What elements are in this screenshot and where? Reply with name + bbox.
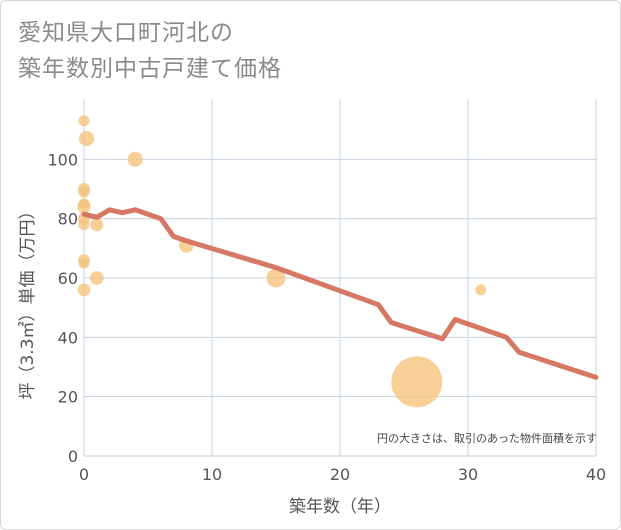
bubble-point: [266, 268, 286, 288]
y-tick-label: 100: [47, 150, 78, 169]
x-tick-label: 20: [330, 465, 350, 484]
bubble-point: [77, 200, 91, 214]
y-tick-label: 20: [58, 388, 78, 407]
bubble-series: [77, 115, 487, 408]
x-tick-label: 40: [586, 465, 606, 484]
chart-title: 愛知県大口町河北の 築年数別中古戸建て価格: [18, 15, 282, 87]
title-line-2: 築年数別中古戸建て価格: [18, 56, 282, 82]
bubble-point: [89, 271, 104, 285]
y-tick-label: 40: [58, 328, 78, 347]
y-tick-label: 0: [68, 447, 78, 466]
bubble-point: [78, 219, 90, 231]
bubble-point: [78, 257, 90, 269]
bubble-point: [77, 283, 91, 297]
x-tick-label: 10: [202, 465, 222, 484]
title-line-1: 愛知県大口町河北の: [18, 20, 234, 46]
x-axis-title: 築年数（年）: [289, 497, 391, 517]
tick-labels: 0 10 20 30 40 0 20 40 60 80 100: [47, 150, 606, 484]
x-tick-label: 30: [458, 465, 478, 484]
x-tick-label: 0: [79, 465, 89, 484]
bubble-point: [90, 217, 104, 232]
y-tick-label: 60: [58, 269, 78, 288]
bubble-point: [475, 284, 487, 296]
bubble-point: [78, 115, 90, 127]
bubble-point: [127, 151, 143, 167]
trend-line: [81, 207, 599, 380]
bubble-point: [78, 130, 95, 147]
grid-lines: [83, 100, 597, 457]
trend-series: [81, 207, 599, 380]
size-note: 円の大きさは、取引のあった物件面積を示す: [377, 431, 597, 445]
y-tick-label: 80: [58, 210, 78, 229]
bubble-point: [78, 186, 90, 198]
bubble-point: [391, 356, 443, 408]
y-axis-title: 坪（3.3㎡）単価（万円）: [18, 202, 38, 399]
